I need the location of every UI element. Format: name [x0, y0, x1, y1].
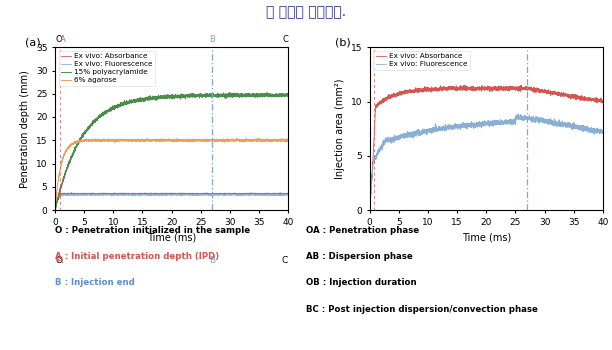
Ex vivo: Absorbance: (40, 9.99): Absorbance: (40, 9.99)	[599, 99, 606, 104]
Ex vivo: Absorbance: (17.1, 11.2): Absorbance: (17.1, 11.2)	[466, 86, 473, 90]
Ex vivo: Absorbance: (16.3, 11.5): Absorbance: (16.3, 11.5)	[461, 83, 469, 87]
Ex vivo: Fluorescence: (0, 0): Fluorescence: (0, 0)	[366, 208, 373, 212]
Text: C: C	[282, 256, 288, 265]
Text: BC : Post injection dispersion/convection phase: BC : Post injection dispersion/convectio…	[306, 304, 538, 314]
Ex vivo: Absorbance: (34.9, 10.5): Absorbance: (34.9, 10.5)	[570, 94, 577, 98]
Text: 한 적포로 정유화함.: 한 적포로 정유화함.	[266, 5, 346, 19]
Ex vivo: Absorbance: (6.95, 10.9): Absorbance: (6.95, 10.9)	[406, 90, 414, 94]
Text: AB : Dispersion phase: AB : Dispersion phase	[306, 252, 412, 261]
Ex vivo: Absorbance: (40, 3.49): Absorbance: (40, 3.49)	[285, 192, 292, 196]
15% polyacrylamide	[78, 135, 85, 139]
6% agarose	[285, 139, 292, 143]
15% polyacrylamide	[226, 90, 233, 94]
Ex vivo: Fluorescence: (39.2, 7.17): Fluorescence: (39.2, 7.17)	[595, 130, 602, 134]
Text: (b): (b)	[335, 37, 351, 47]
Ex vivo: Absorbance: (17.1, 3.49): Absorbance: (17.1, 3.49)	[151, 192, 159, 196]
Text: B: B	[209, 35, 215, 44]
Ex vivo: Fluorescence: (17.1, 7.67): Fluorescence: (17.1, 7.67)	[466, 125, 473, 129]
Ex vivo: Fluorescence: (9.55, 3.49): Fluorescence: (9.55, 3.49)	[107, 192, 114, 196]
Ex vivo: Fluorescence: (15.4, 3.37): Fluorescence: (15.4, 3.37)	[141, 192, 148, 196]
X-axis label: Time (ms): Time (ms)	[147, 232, 196, 242]
X-axis label: Time (ms): Time (ms)	[461, 232, 511, 242]
Ex vivo: Fluorescence: (6.94, 6.96): Fluorescence: (6.94, 6.96)	[406, 132, 414, 137]
Text: O : Penetration initialized in the sample: O : Penetration initialized in the sampl…	[55, 226, 250, 235]
6% agarose	[233, 136, 241, 140]
Ex vivo: Fluorescence: (40, 3.23): Fluorescence: (40, 3.23)	[285, 193, 292, 197]
Ex vivo: Absorbance: (15.4, 3.37): Absorbance: (15.4, 3.37)	[141, 192, 148, 196]
Ex vivo: Fluorescence: (34.9, 3.32): Fluorescence: (34.9, 3.32)	[255, 193, 262, 197]
Ex vivo: Absorbance: (0, 0.106): Absorbance: (0, 0.106)	[366, 207, 373, 211]
Y-axis label: Penetration depth (mm): Penetration depth (mm)	[20, 70, 31, 188]
15% polyacrylamide	[92, 118, 99, 122]
15% polyacrylamide	[285, 92, 292, 97]
Ex vivo: Fluorescence: (39.2, 3.35): Fluorescence: (39.2, 3.35)	[280, 193, 287, 197]
15% polyacrylamide	[280, 91, 287, 96]
Ex vivo: Fluorescence: (15.3, 7.71): Fluorescence: (15.3, 7.71)	[455, 124, 463, 128]
Ex vivo: Absorbance: (0, 1.53): Absorbance: (0, 1.53)	[51, 201, 59, 205]
15% polyacrylamide	[151, 96, 159, 100]
Ex vivo: Fluorescence: (17.1, 3.21): Fluorescence: (17.1, 3.21)	[151, 193, 159, 197]
6% agarose	[151, 138, 159, 142]
Ex vivo: Absorbance: (34.9, 3.53): Absorbance: (34.9, 3.53)	[255, 191, 262, 196]
Line: Ex vivo: Fluorescence: Ex vivo: Fluorescence	[55, 194, 288, 201]
Text: (a): (a)	[24, 37, 40, 47]
Ex vivo: Absorbance: (0.0133, 0): Absorbance: (0.0133, 0)	[366, 208, 373, 212]
Ex vivo: Fluorescence: (40, 7.32): Fluorescence: (40, 7.32)	[599, 128, 606, 133]
Text: OB : Injection duration: OB : Injection duration	[306, 278, 417, 287]
Ex vivo: Absorbance: (6.95, 3.53): Absorbance: (6.95, 3.53)	[92, 191, 99, 196]
Line: Ex vivo: Fluorescence: Ex vivo: Fluorescence	[370, 114, 603, 210]
Ex vivo: Absorbance: (0.0133, 1.53): Absorbance: (0.0133, 1.53)	[51, 201, 59, 205]
Ex vivo: Fluorescence: (34.9, 7.78): Fluorescence: (34.9, 7.78)	[570, 124, 577, 128]
6% agarose	[78, 138, 85, 142]
Ex vivo: Fluorescence: (4.56, 3.24): Fluorescence: (4.56, 3.24)	[78, 193, 85, 197]
Text: C: C	[282, 35, 288, 44]
Ex vivo: Absorbance: (4.57, 10.7): Absorbance: (4.57, 10.7)	[393, 92, 400, 96]
Line: Ex vivo: Absorbance: Ex vivo: Absorbance	[55, 193, 288, 203]
Text: O: O	[55, 35, 62, 44]
15% polyacrylamide	[141, 96, 148, 100]
Legend: Ex vivo: Absorbance, Ex vivo: Fluorescence: Ex vivo: Absorbance, Ex vivo: Fluorescen…	[373, 51, 470, 70]
Line: Ex vivo: Absorbance: Ex vivo: Absorbance	[370, 85, 603, 210]
6% agarose	[255, 138, 262, 142]
Ex vivo: Absorbance: (39.2, 3.54): Absorbance: (39.2, 3.54)	[280, 191, 288, 196]
Legend: Ex vivo: Absorbance, Ex vivo: Fluorescence, 15% polyacrylamide, 6% agarose: Ex vivo: Absorbance, Ex vivo: Fluorescen…	[59, 51, 155, 85]
Text: B: B	[209, 256, 215, 265]
Line: 6% agarose: 6% agarose	[55, 138, 288, 210]
Text: A: A	[57, 256, 63, 265]
15% polyacrylamide	[255, 92, 262, 97]
6% agarose	[280, 138, 287, 142]
Line: 15% polyacrylamide: 15% polyacrylamide	[55, 92, 288, 210]
Text: A: A	[60, 35, 65, 44]
Text: A : Initial penetration depth (IPD): A : Initial penetration depth (IPD)	[55, 252, 219, 261]
Ex vivo: Absorbance: (39.2, 10): Absorbance: (39.2, 10)	[595, 99, 602, 104]
Text: B : Injection end: B : Injection end	[55, 278, 135, 287]
Text: O: O	[55, 256, 62, 265]
Ex vivo: Absorbance: (15.4, 11.2): Absorbance: (15.4, 11.2)	[455, 86, 463, 90]
6% agarose	[92, 138, 99, 142]
Ex vivo: Fluorescence: (6.94, 3.33): Fluorescence: (6.94, 3.33)	[92, 193, 99, 197]
Ex vivo: Absorbance: (38.6, 3.74): Absorbance: (38.6, 3.74)	[277, 190, 284, 195]
Ex vivo: Fluorescence: (0, 1.89): Fluorescence: (0, 1.89)	[51, 199, 59, 203]
Ex vivo: Absorbance: (4.57, 3.47): Absorbance: (4.57, 3.47)	[78, 192, 86, 196]
6% agarose	[141, 138, 148, 142]
Y-axis label: Injection area (mm²): Injection area (mm²)	[335, 78, 345, 179]
Ex vivo: Fluorescence: (25.5, 8.86): Fluorescence: (25.5, 8.86)	[515, 112, 522, 116]
Text: OA : Penetration phase: OA : Penetration phase	[306, 226, 419, 235]
Ex vivo: Fluorescence: (4.56, 6.73): Fluorescence: (4.56, 6.73)	[393, 135, 400, 139]
15% polyacrylamide	[51, 208, 59, 212]
6% agarose	[51, 208, 59, 212]
